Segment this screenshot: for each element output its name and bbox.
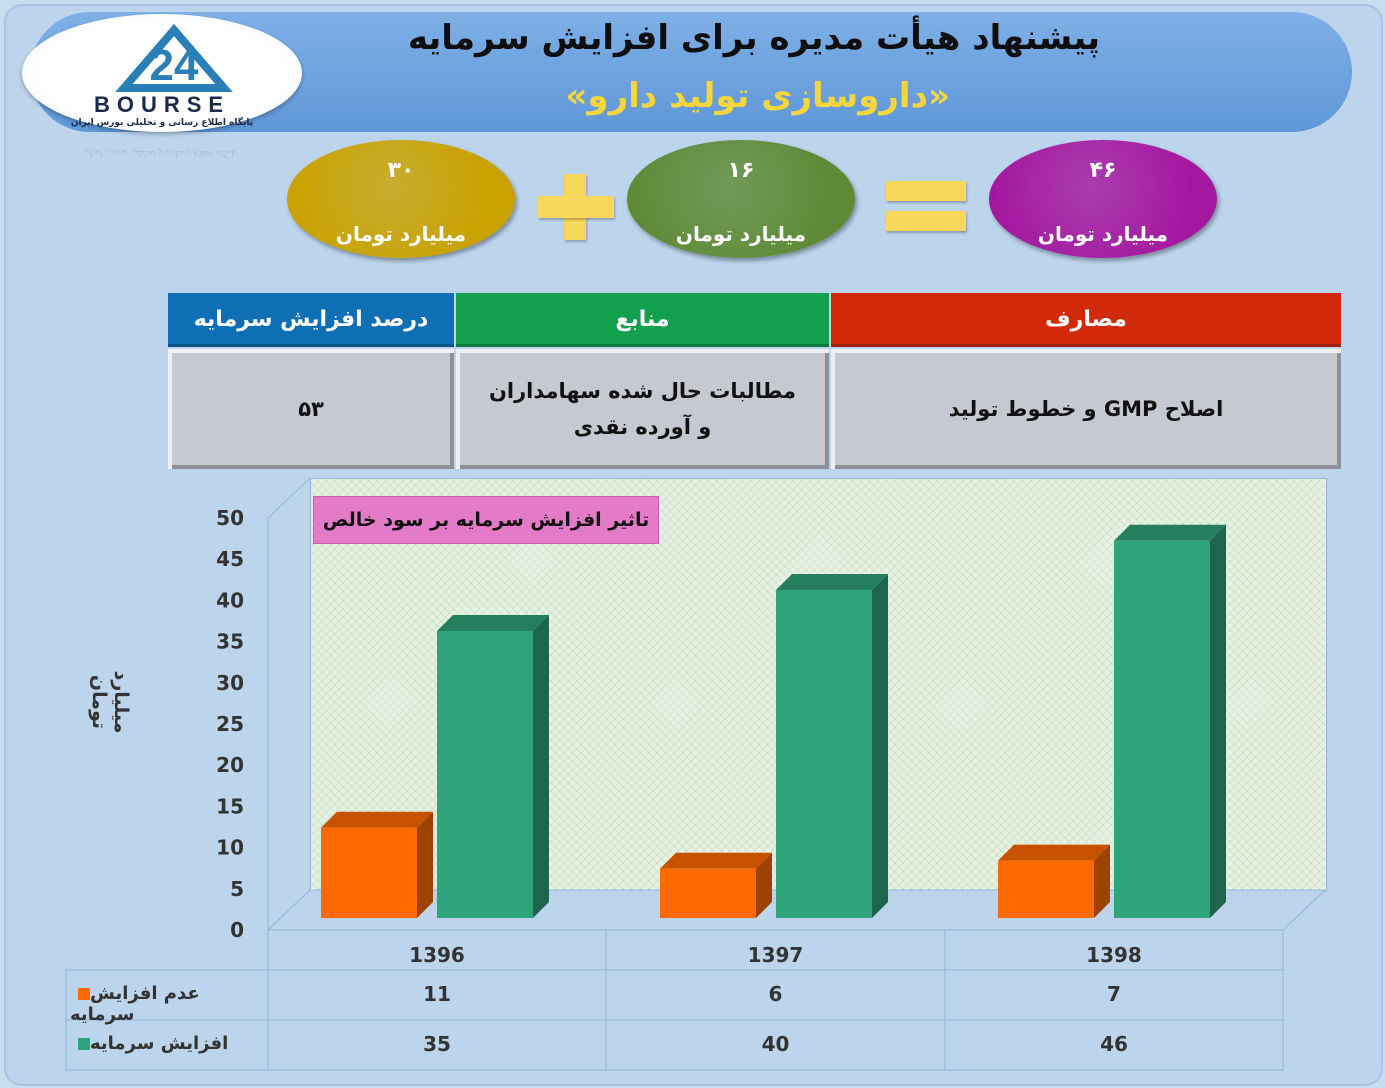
x-tick-label: 1398 xyxy=(1086,943,1142,967)
y-tick-label: 35 xyxy=(216,630,244,654)
data-label: 46 xyxy=(1100,1032,1128,1056)
oval-capital-16: ۱۶ میلیارد تومان xyxy=(627,140,855,258)
bar-side xyxy=(872,574,888,918)
logo-mark-icon: 24 xyxy=(115,23,233,92)
page-title: پیشنهاد هیأت مدیره برای افزایش سرمایه xyxy=(407,18,1100,58)
bar-top xyxy=(321,811,433,828)
y-axis-label: میلیارد تومان xyxy=(88,670,132,734)
cell-sources: مطالبات حال شده سهامداران و آورده نقدی xyxy=(456,349,829,469)
header-sources: منابع xyxy=(456,293,829,347)
y-tick-label: 45 xyxy=(216,547,244,571)
bar-top xyxy=(776,574,888,590)
y-tick-label: 20 xyxy=(216,753,244,777)
data-label: 35 xyxy=(423,1032,451,1056)
data-label: 7 xyxy=(1107,982,1121,1006)
equals-icon-bar xyxy=(886,211,966,231)
equals-icon xyxy=(886,181,966,201)
bar-افزایش سرمایه-1398 xyxy=(1114,540,1210,918)
data-label: 6 xyxy=(768,982,783,1006)
y-tick-label: 50 xyxy=(216,506,244,530)
bar-top xyxy=(437,615,549,631)
oval-unit: میلیارد تومان xyxy=(1037,222,1169,246)
cell-uses: اصلاح GMP و خطوط تولید xyxy=(831,349,1341,469)
bar-top xyxy=(998,844,1110,861)
data-label: 11 xyxy=(423,982,451,1006)
bar-افزایش سرمایه-1396 xyxy=(437,631,533,918)
legend-swatch xyxy=(78,1038,90,1050)
plus-icon-bar xyxy=(538,196,614,218)
x-tick-label: 1397 xyxy=(747,943,804,967)
logo-text: BOURSE xyxy=(93,92,231,117)
y-tick-label: 40 xyxy=(216,588,244,612)
oval-unit: میلیارد تومان xyxy=(675,222,807,246)
y-tick-label: 10 xyxy=(216,836,244,860)
logo: 24 BOURSE پایگاه اطلاع رسانی و تحلیلی بو… xyxy=(22,14,302,132)
bar-top xyxy=(1114,524,1226,541)
bar-side xyxy=(756,852,772,918)
legend-entry: عدم افزایش سرمایه xyxy=(70,983,266,1025)
logo-number: 24 xyxy=(150,41,199,90)
oval-number: ۳۰ xyxy=(387,158,415,183)
y-tick-label: 5 xyxy=(230,877,244,901)
legend-label: افزایش سرمایه xyxy=(90,1033,229,1054)
page-subtitle: «داروسازی تولید دارو» xyxy=(565,76,950,116)
y-tick-label: 25 xyxy=(216,712,244,736)
y-tick-label: 0 xyxy=(230,918,244,942)
data-label: 40 xyxy=(761,1032,790,1056)
logo-tagline: پایگاه اطلاع رسانی و تحلیلی بورس ایران xyxy=(70,118,254,128)
chart-title: تاثیر افزایش سرمایه بر سود خالص xyxy=(313,496,659,544)
bar-افزایش سرمایه-1397 xyxy=(776,590,872,918)
x-tick-label: 1396 xyxy=(409,943,465,967)
bar-عدم افزایش سرمایه-1397 xyxy=(660,868,756,918)
legend-label: عدم افزایش سرمایه xyxy=(70,983,200,1025)
bar-side xyxy=(1094,844,1110,918)
bar-عدم افزایش سرمایه-1396 xyxy=(321,827,417,918)
header-capital-percent: درصد افزایش سرمایه xyxy=(168,293,454,347)
chart-wall-edge xyxy=(267,477,311,519)
oval-capital-30: ۳۰ میلیارد تومان xyxy=(287,140,515,258)
bar-عدم افزایش سرمایه-1398 xyxy=(998,860,1094,918)
y-tick-label: 30 xyxy=(216,671,244,695)
y-tick-label: 15 xyxy=(216,794,244,818)
oval-unit: میلیارد تومان xyxy=(335,222,467,246)
bar-side xyxy=(1210,524,1226,918)
cell-capital-percent: ۵۳ xyxy=(168,349,454,469)
oval-capital-46: ۴۶ میلیارد تومان xyxy=(989,140,1217,258)
bar-top xyxy=(660,852,772,869)
oval-number: ۱۶ xyxy=(727,158,755,183)
bar-side xyxy=(417,811,433,918)
legend-swatch xyxy=(78,988,90,1000)
legend-entry: افزایش سرمایه xyxy=(70,1033,266,1054)
bar-side xyxy=(533,615,549,918)
oval-number: ۴۶ xyxy=(1089,158,1117,183)
header-uses: مصارف xyxy=(831,293,1341,347)
